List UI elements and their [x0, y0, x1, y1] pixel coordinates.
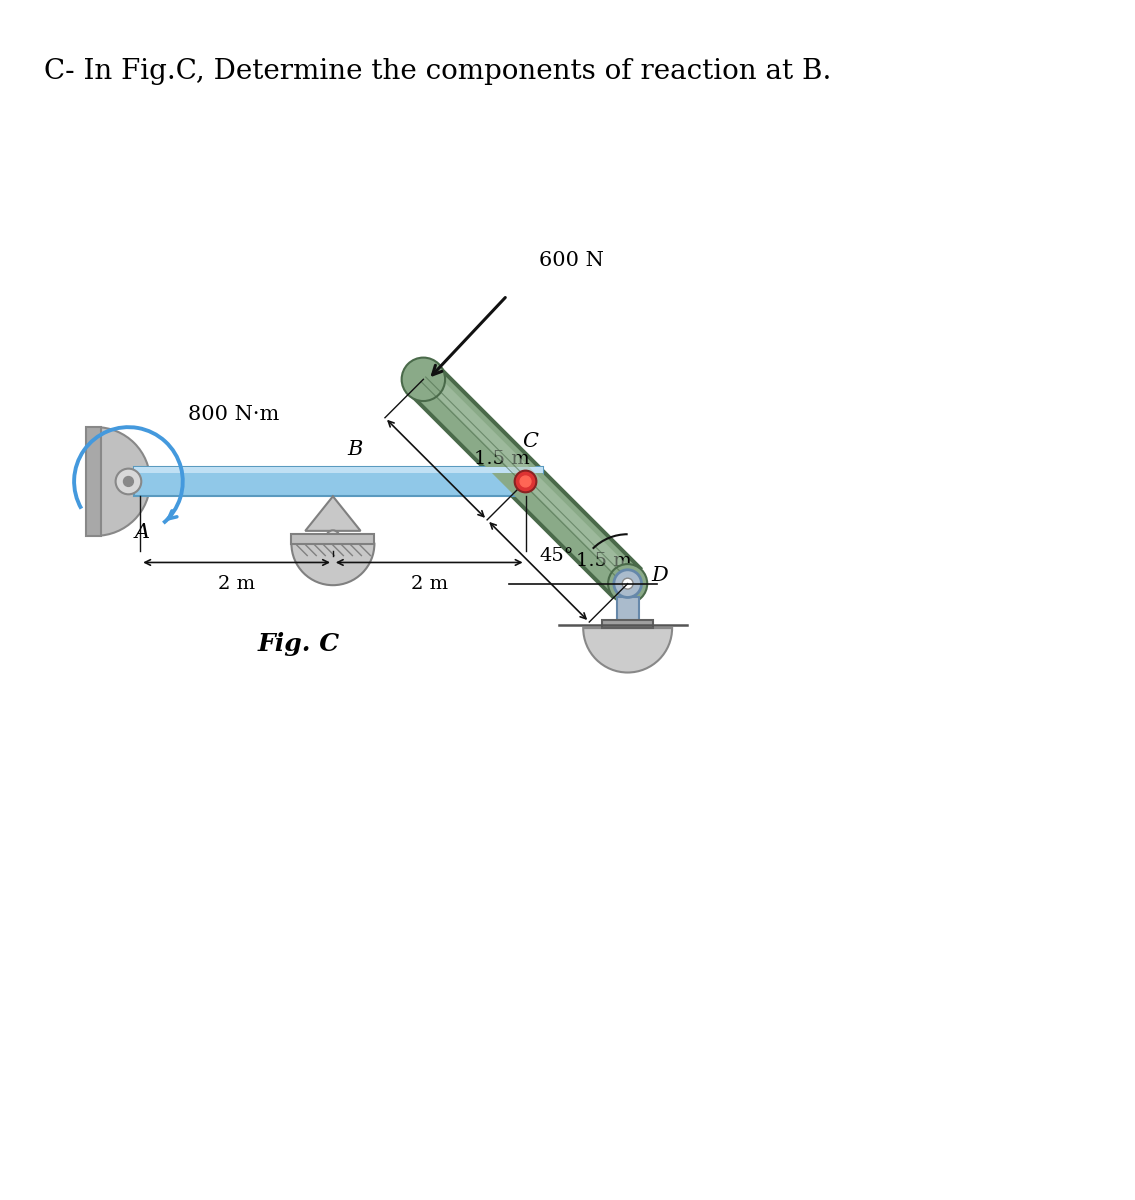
Wedge shape	[292, 544, 375, 586]
Point	[310, 548, 323, 563]
Line: 2 pts: 2 pts	[421, 382, 625, 586]
Point	[325, 536, 338, 551]
Text: D: D	[650, 566, 667, 586]
Point	[419, 370, 432, 384]
Line: 2 pts: 2 pts	[426, 377, 630, 581]
Point	[337, 548, 351, 563]
Point	[297, 536, 311, 551]
Circle shape	[327, 530, 339, 544]
Bar	[134, 467, 544, 497]
Point	[680, 618, 693, 632]
Circle shape	[514, 470, 537, 492]
Point	[619, 578, 632, 593]
Text: 45°: 45°	[539, 547, 574, 565]
Circle shape	[614, 570, 641, 598]
Text: 1.5 m: 1.5 m	[575, 552, 631, 570]
Point	[354, 548, 368, 563]
Circle shape	[402, 358, 445, 401]
Point	[334, 536, 347, 551]
Text: 2 m: 2 m	[218, 575, 255, 593]
Point	[414, 374, 428, 389]
Polygon shape	[407, 364, 644, 599]
Bar	[616, 598, 639, 622]
Line: 2 pts: 2 pts	[340, 544, 352, 556]
Text: 800 N·m: 800 N·m	[188, 404, 280, 424]
Circle shape	[124, 476, 134, 486]
Point	[343, 536, 356, 551]
Wedge shape	[583, 628, 672, 672]
Point	[345, 548, 359, 563]
Line: 2 pts: 2 pts	[359, 544, 370, 556]
Line: 2 pts: 2 pts	[304, 544, 317, 556]
Bar	[134, 467, 544, 473]
Circle shape	[622, 578, 633, 589]
Point	[306, 536, 320, 551]
Text: 600 N: 600 N	[539, 252, 604, 270]
Text: C- In Fig.C, Determine the components of reaction at B.: C- In Fig.C, Determine the components of…	[44, 58, 832, 85]
Point	[316, 536, 329, 551]
Bar	[86, 427, 101, 535]
Circle shape	[520, 476, 531, 487]
Polygon shape	[422, 371, 637, 586]
Bar	[602, 620, 654, 628]
Point	[352, 536, 365, 551]
Text: 2 m: 2 m	[411, 575, 448, 593]
Line: 2 pts: 2 pts	[322, 544, 335, 556]
Wedge shape	[95, 427, 150, 535]
Bar	[292, 534, 375, 544]
Point	[623, 574, 637, 588]
Point	[301, 548, 314, 563]
Point	[552, 618, 565, 632]
Point	[363, 548, 377, 563]
Line: 2 pts: 2 pts	[331, 544, 344, 556]
Line: 2 pts: 2 pts	[313, 544, 326, 556]
Text: Fig. C: Fig. C	[258, 632, 339, 656]
Text: 1.5 m: 1.5 m	[473, 450, 529, 468]
Point	[319, 548, 333, 563]
Circle shape	[608, 564, 647, 604]
Circle shape	[116, 469, 141, 494]
Line: 2 pts: 2 pts	[295, 544, 308, 556]
Point	[328, 548, 342, 563]
Line: 2 pts: 2 pts	[350, 544, 361, 556]
Text: A: A	[135, 523, 150, 542]
Polygon shape	[411, 367, 640, 596]
Text: B: B	[347, 440, 362, 460]
Text: C: C	[522, 432, 538, 451]
Point	[288, 536, 302, 551]
Polygon shape	[305, 497, 361, 530]
